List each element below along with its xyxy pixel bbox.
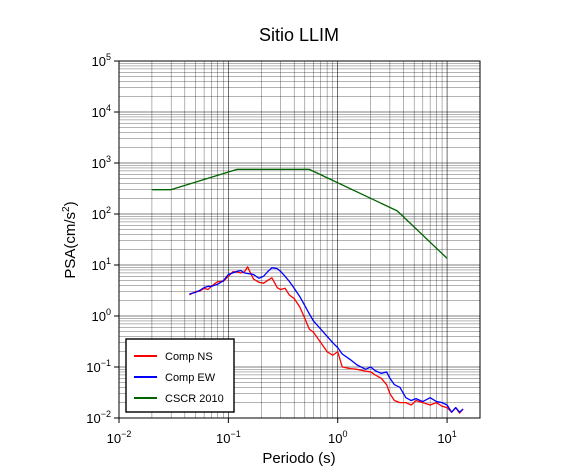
y-tick-label: 10−2 [86,409,111,426]
x-tick-label: 101 [437,429,456,446]
x-axis-label: Periodo (s) [262,450,335,467]
series-line-cscr-2010 [151,168,448,259]
x-tick-label: 10−2 [107,429,132,446]
x-tick-label: 10−1 [216,429,241,446]
x-tick-label: 100 [328,429,347,446]
series-line-comp-ns [189,266,464,414]
y-tick-label: 101 [92,256,111,273]
axis-ticks: 10−2 10−1 100 101 10−2 10−1 100 101 102 103 104 105 [86,52,457,446]
plot-frame [118,60,481,419]
y-tick-label: 105 [92,52,111,69]
series-line-comp-ew [189,267,464,413]
y-tick-label: 104 [92,103,111,120]
y-axis-label-end: ) [62,201,79,206]
y-tick-label: 100 [92,307,111,324]
y-axis-label-sup: 2 [61,206,72,212]
legend-label: Comp EW [165,372,216,384]
y-tick-label: 103 [92,154,111,171]
y-axis-label-main: PSA(cm/s [62,212,79,279]
legend-box [125,338,235,413]
legend-label: Comp NS [165,351,213,363]
series-lines [151,168,464,414]
chart-title: Sitio LLIM [259,25,339,45]
grid [118,60,481,419]
legend: Comp NS Comp EW CSCR 2010 [125,338,235,413]
y-tick-label: 10−1 [86,358,111,375]
y-axis-label: PSA(cm/s2) [61,201,79,278]
y-tick-label: 102 [92,205,111,222]
legend-label: CSCR 2010 [165,393,224,405]
